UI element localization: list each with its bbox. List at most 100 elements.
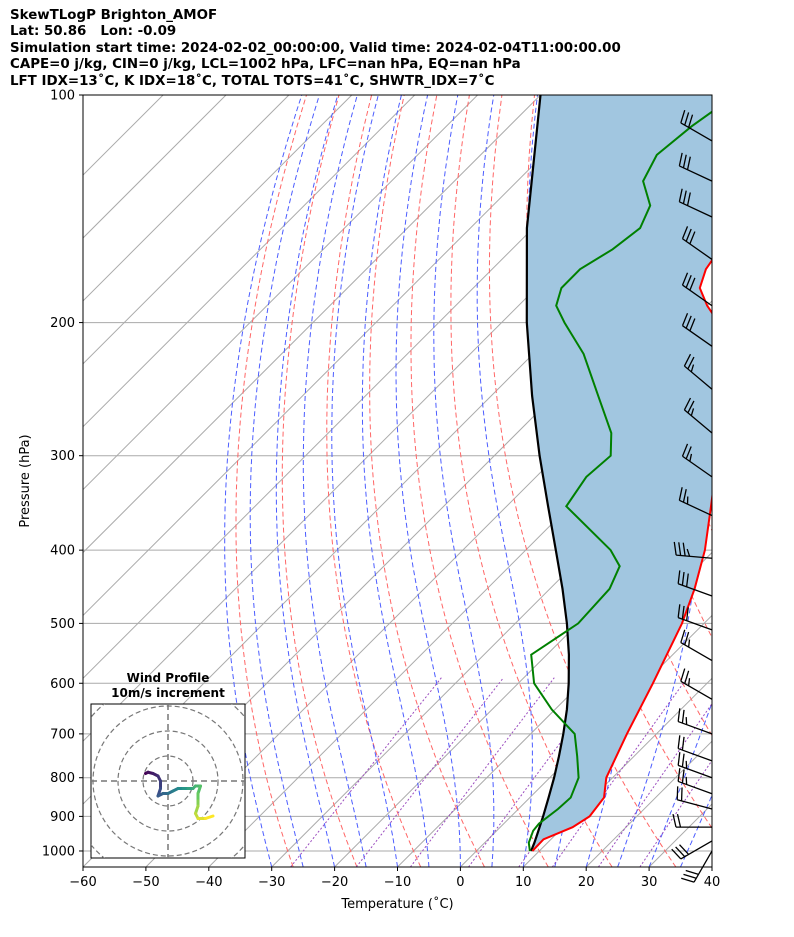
wind-barb-flag xyxy=(682,489,687,503)
wind-barb xyxy=(677,735,713,762)
wind-barb-flag xyxy=(677,570,681,584)
wind-barb-flag xyxy=(682,190,687,204)
wind-barb-staff xyxy=(679,165,713,182)
moist-adiabat xyxy=(476,95,533,867)
wind-barb-flag xyxy=(686,156,691,170)
wind-barb-flag xyxy=(681,709,685,724)
wind-barb-flag xyxy=(678,487,683,501)
wind-barb-flag xyxy=(686,192,691,206)
wind-barb xyxy=(681,443,713,478)
wind-barb-flag xyxy=(685,607,689,621)
wind-barb-staff xyxy=(684,409,713,434)
wind-barb-staff xyxy=(679,201,713,218)
wind-barb-flag xyxy=(681,769,685,784)
temperature-profile-line xyxy=(531,258,712,852)
wind-barb-staff xyxy=(682,455,713,478)
y-tick-label: 900 xyxy=(50,810,75,825)
wind-barb xyxy=(680,668,713,700)
chart-header: SkewTLogP Brighton_AMOF Lat: 50.86 Lon: … xyxy=(10,8,621,90)
wind-barb-flag xyxy=(676,814,682,828)
moist-adiabat xyxy=(648,701,712,867)
x-tick-label: −40 xyxy=(195,875,222,890)
wind-barb-flag xyxy=(685,228,692,242)
wind-barb-flag xyxy=(683,873,697,879)
wind-barb-flag xyxy=(681,753,685,768)
wind-barb xyxy=(672,814,712,828)
wind-barb-flag xyxy=(683,353,692,367)
dry-adiabat xyxy=(326,95,422,867)
moist-adiabat xyxy=(302,95,367,867)
wind-barb-staff xyxy=(677,764,713,779)
dry-adiabat xyxy=(763,95,794,867)
wind-barb-flag xyxy=(683,397,692,411)
wind-barb-flag xyxy=(685,446,692,460)
wind-barb xyxy=(677,604,713,631)
wind-barb-flag xyxy=(689,231,696,245)
wind-barb xyxy=(678,152,713,182)
wind-barb xyxy=(677,768,713,795)
wind-barb-flag xyxy=(679,844,690,855)
x-axis-label: Temperature (˚C) xyxy=(340,896,453,912)
hodograph-ring xyxy=(117,730,219,832)
isotherm xyxy=(83,95,478,491)
hodograph-title: Wind Profile xyxy=(127,671,210,685)
moist-adiabat xyxy=(617,95,700,867)
y-axis-label: Pressure (hPa) xyxy=(18,434,33,527)
wind-barb-flag xyxy=(681,313,689,326)
y-tick-label: 200 xyxy=(50,316,75,331)
wind-barb-flag xyxy=(682,154,687,168)
dry-adiabat xyxy=(369,95,485,867)
wind-barb xyxy=(683,397,713,434)
mixing-ratio-line xyxy=(597,702,712,867)
wind-barb-flag xyxy=(671,848,682,860)
wind-barb-flag xyxy=(689,453,693,462)
dry-adiabat xyxy=(281,95,358,867)
wind-barb xyxy=(681,226,713,260)
wind-barb xyxy=(673,541,713,559)
wind-barb-staff xyxy=(677,583,713,597)
isotherm xyxy=(397,551,712,867)
wind-barb-flag xyxy=(682,542,686,556)
dry-adiabat xyxy=(235,95,307,867)
moist-adiabat xyxy=(433,95,495,867)
wind-barb xyxy=(677,708,713,735)
wind-barb-flag xyxy=(687,356,695,370)
moist-adiabat xyxy=(680,794,712,867)
x-tick-label: −30 xyxy=(258,875,285,890)
axes: −60 −50 −40 −30 −20 −10 0 10 20 30 40 100 200 300 400 5… xyxy=(18,89,720,913)
wind-barb-staff xyxy=(682,238,713,260)
cape-cin-area xyxy=(526,95,712,851)
x-tick-label: −50 xyxy=(132,875,159,890)
x-tick-label: 40 xyxy=(704,875,721,890)
wind-barb-staff xyxy=(676,554,713,559)
moist-adiabat xyxy=(711,865,712,867)
wind-barb-flag xyxy=(673,541,677,556)
isotherm xyxy=(83,95,604,617)
isotherm xyxy=(522,677,712,867)
wind-barb-flag xyxy=(687,114,694,128)
dry-adiabat xyxy=(410,95,549,867)
moist-adiabat xyxy=(361,95,430,867)
mixing-ratio-line xyxy=(355,677,504,867)
wind-barb-flag xyxy=(677,752,681,766)
wind-barb xyxy=(677,570,713,597)
wind-barb-flag xyxy=(681,736,685,751)
isotherm xyxy=(711,866,712,867)
wind-barb-flag xyxy=(677,708,681,722)
wind-barb-flag xyxy=(680,668,686,682)
wind-barb xyxy=(678,487,713,517)
wind-barb-flag xyxy=(680,629,686,643)
wind-barb-flag xyxy=(677,735,681,749)
wind-barb-flag xyxy=(681,571,685,586)
wind-barb-flag xyxy=(677,604,681,618)
wind-barb xyxy=(671,840,713,860)
y-tick-label: 500 xyxy=(50,617,75,632)
title-indices-cape: CAPE=0 j/kg, CIN=0 j/kg, LCL=1002 hPa, L… xyxy=(10,57,521,73)
wind-barb-flag xyxy=(685,869,699,875)
wind-barb-flag xyxy=(684,112,690,126)
wind-barb-flag xyxy=(685,275,692,288)
wind-barb-staff xyxy=(677,616,713,631)
isotherm xyxy=(83,95,353,365)
mixing-ratio-line xyxy=(409,677,555,867)
